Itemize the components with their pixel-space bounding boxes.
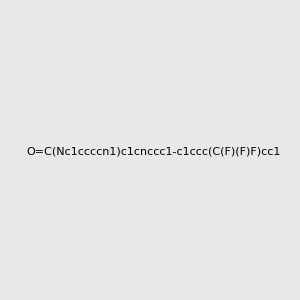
- Text: O=C(Nc1ccccn1)c1cnccc1-c1ccc(C(F)(F)F)cc1: O=C(Nc1ccccn1)c1cnccc1-c1ccc(C(F)(F)F)cc…: [27, 146, 281, 157]
